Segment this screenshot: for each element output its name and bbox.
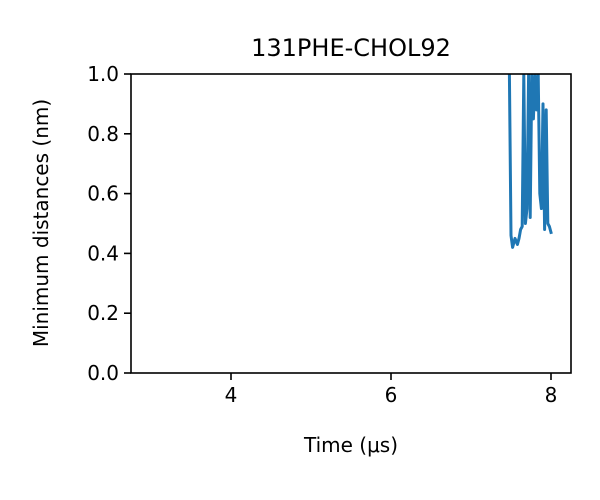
y-tick-label: 0.8 — [87, 122, 119, 146]
y-tick-label: 0.4 — [87, 241, 119, 265]
y-tick-label: 1.0 — [87, 62, 119, 86]
y-tick-label: 0.0 — [87, 361, 119, 385]
series-line-0 — [507, 74, 553, 249]
y-axis-label: Minimum distances (nm) — [29, 99, 53, 347]
chart-title: 131PHE-CHOL92 — [251, 34, 451, 62]
x-tick-label: 6 — [385, 383, 398, 407]
x-tick-label: 4 — [225, 383, 238, 407]
y-tick-label: 0.2 — [87, 301, 119, 325]
y-tick-label: 0.6 — [87, 182, 119, 206]
plot-area: 4 6 8 0.0 0.2 0.4 0.6 0.8 1.0 — [87, 62, 572, 407]
x-tick-label: 8 — [545, 383, 558, 407]
plot-frame — [130, 73, 572, 374]
x-axis-label: Time (μs) — [303, 433, 398, 457]
